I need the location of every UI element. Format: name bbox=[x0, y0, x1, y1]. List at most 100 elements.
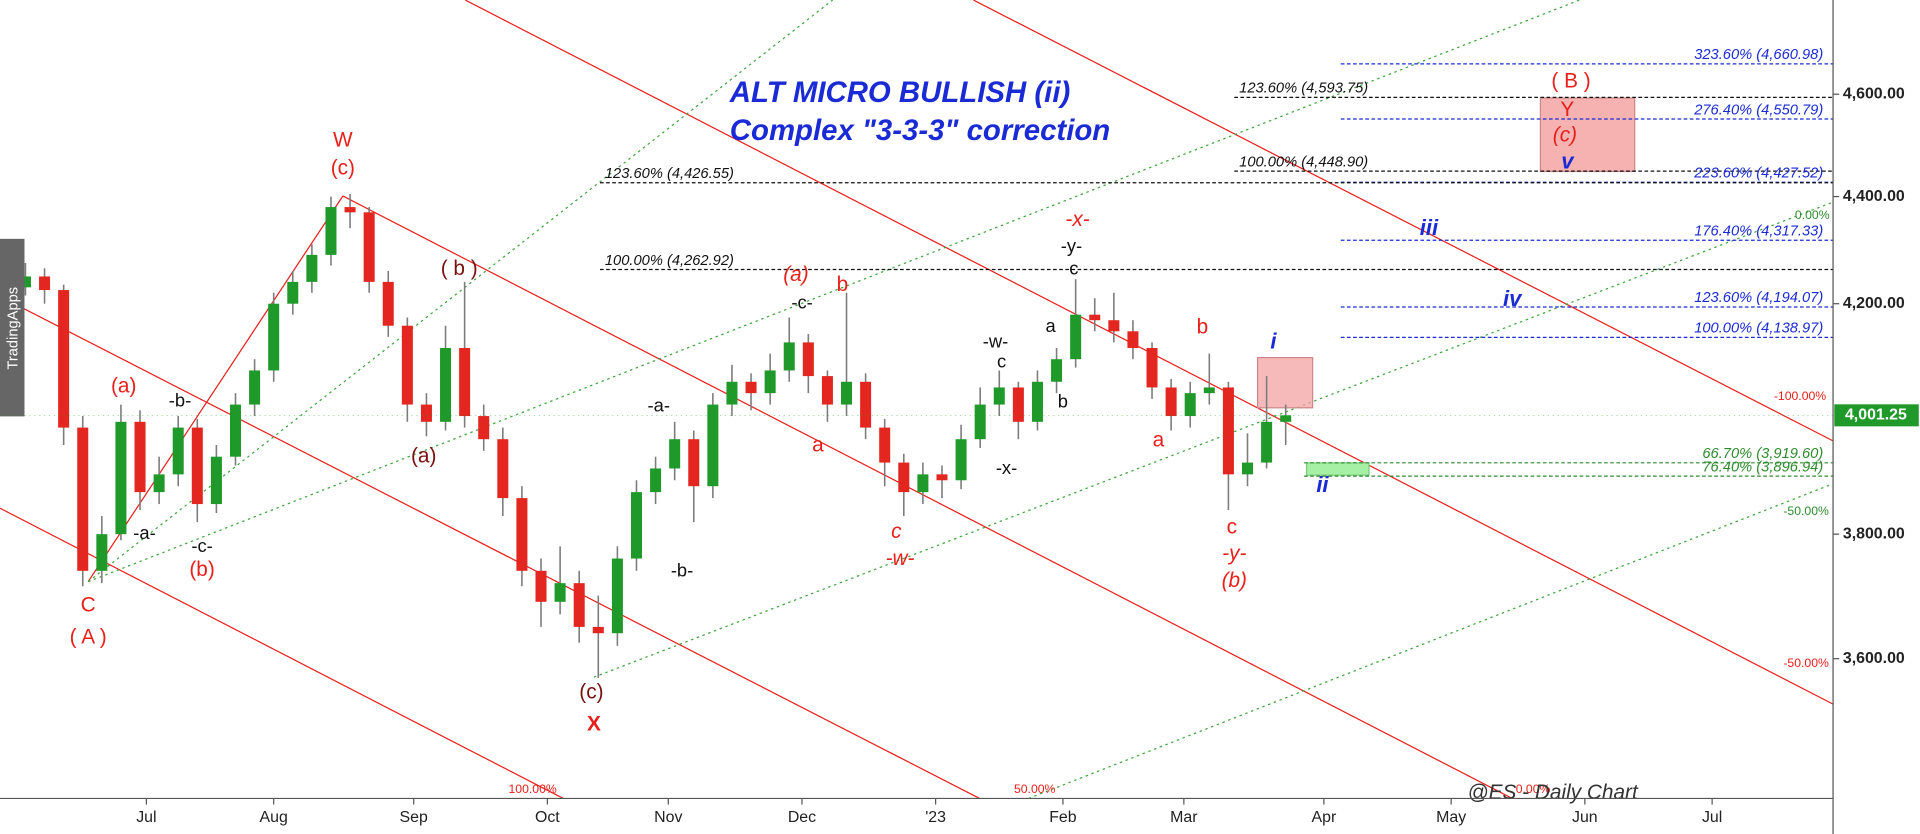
x-tick-label: Jul bbox=[136, 809, 156, 826]
wave-label: W bbox=[333, 128, 353, 151]
wave-label: ( b ) bbox=[441, 257, 478, 280]
candle-body bbox=[841, 381, 853, 405]
candle-body bbox=[1031, 381, 1043, 422]
candle-body bbox=[707, 404, 719, 487]
x-tick-label: Oct bbox=[535, 809, 560, 826]
y-tick-label: 4,200.00 bbox=[1843, 295, 1905, 312]
y-tick-label: 3,600.00 bbox=[1843, 650, 1905, 667]
wave-label: (c) bbox=[1553, 123, 1577, 146]
wave-label: ii bbox=[1316, 472, 1329, 497]
wave-label: c bbox=[1069, 257, 1078, 278]
candle-body bbox=[1165, 387, 1177, 417]
candle-body bbox=[936, 474, 948, 481]
watermark: TradingApps bbox=[5, 287, 21, 370]
candle-body bbox=[1203, 387, 1215, 394]
wave-label: b bbox=[837, 273, 849, 296]
wave-label: c bbox=[891, 520, 902, 543]
chart-subtitle: Complex "3-3-3" correction bbox=[730, 114, 1110, 147]
channel-line bbox=[87, 0, 834, 583]
candle-body bbox=[764, 370, 776, 394]
wave-label: -c- bbox=[191, 535, 212, 556]
candle-body bbox=[955, 439, 967, 481]
candle-body bbox=[1108, 320, 1120, 332]
x-tick-label: Dec bbox=[788, 809, 816, 826]
trend-line bbox=[87, 195, 344, 583]
candle-body bbox=[917, 474, 929, 493]
candle-body bbox=[497, 439, 509, 499]
channel-line bbox=[0, 507, 564, 799]
wave-label: -x- bbox=[1065, 208, 1089, 231]
candle-body bbox=[726, 381, 738, 405]
last-price-box bbox=[1834, 404, 1919, 427]
fib-level-label: 123.60% (4,194.07) bbox=[1694, 290, 1823, 306]
candle-body bbox=[478, 416, 490, 440]
wave-label: -c- bbox=[791, 292, 812, 313]
candle-body bbox=[210, 456, 222, 505]
candle-body bbox=[535, 570, 547, 602]
candle-body bbox=[363, 212, 375, 282]
x-tick-label: Jul bbox=[1702, 809, 1722, 826]
target-box bbox=[1539, 97, 1636, 173]
candles bbox=[0, 193, 1292, 678]
candle-body bbox=[306, 254, 318, 282]
candle-body bbox=[879, 427, 891, 463]
candle-body bbox=[821, 376, 833, 405]
candle-body bbox=[96, 534, 108, 571]
wave-label: (a) bbox=[111, 375, 136, 398]
fib-level-label: 276.40% (4,550.79) bbox=[1693, 102, 1823, 118]
candle-body bbox=[382, 281, 394, 326]
candle-body bbox=[19, 276, 31, 288]
fib-levels: 323.60% (4,660.98) 123.60% (4,593.75) 276.… bbox=[600, 47, 1834, 477]
wave-label: b bbox=[1058, 391, 1068, 412]
candle-body bbox=[77, 427, 89, 571]
wave-label: a bbox=[1046, 315, 1057, 336]
candle-body bbox=[802, 342, 814, 377]
fib-level-label: 323.60% (4,660.98) bbox=[1694, 47, 1823, 63]
wave-label: Y bbox=[1560, 98, 1574, 121]
drawings bbox=[0, 0, 1834, 799]
wave-label: -w- bbox=[886, 547, 915, 570]
last-price-label: 4,001.25 bbox=[1845, 407, 1907, 424]
wave-label: ( A ) bbox=[70, 626, 107, 649]
wave-label: -w- bbox=[983, 331, 1009, 352]
candle-body bbox=[153, 474, 165, 493]
channel-line bbox=[973, 0, 1834, 442]
candle-body bbox=[1070, 314, 1082, 360]
candle-body bbox=[898, 462, 910, 493]
candle-body bbox=[249, 370, 261, 405]
candle-body bbox=[459, 347, 471, 417]
wave-label: iv bbox=[1503, 286, 1523, 311]
wave-label: ( B ) bbox=[1551, 70, 1590, 93]
candle-body bbox=[172, 427, 184, 475]
wave-label: i bbox=[1270, 329, 1277, 354]
channel-line bbox=[0, 295, 980, 799]
candle-body bbox=[268, 303, 280, 371]
wave-label: -b- bbox=[169, 390, 191, 411]
fib-level-label: 100.00% (4,448.90) bbox=[1239, 154, 1368, 170]
candle-body bbox=[592, 626, 604, 634]
x-tick-label: Feb bbox=[1049, 809, 1077, 826]
wave-label: b bbox=[1197, 316, 1209, 339]
wave-label: (c) bbox=[331, 157, 355, 180]
wave-label: a bbox=[1153, 428, 1165, 451]
fib-level-label: 123.60% (4,593.75) bbox=[1239, 81, 1368, 97]
candle-body bbox=[1127, 331, 1139, 348]
channel-label: -50.00% bbox=[1783, 656, 1829, 670]
wave-label: -a- bbox=[648, 394, 670, 415]
fib-level-label: 176.40% (4,317.33) bbox=[1694, 224, 1823, 240]
candle-body bbox=[1051, 359, 1063, 382]
channel-label: 50.00% bbox=[1014, 782, 1056, 796]
candle-body bbox=[783, 342, 795, 371]
channel-line bbox=[593, 201, 1834, 678]
wave-label: (a) bbox=[783, 263, 808, 286]
y-tick-label: 4,600.00 bbox=[1843, 85, 1905, 102]
candle-body bbox=[134, 421, 146, 493]
candle-body bbox=[745, 381, 757, 394]
candle-body bbox=[1261, 421, 1273, 463]
wave-label: (b) bbox=[1222, 569, 1247, 592]
candle-body bbox=[993, 387, 1005, 405]
candle-body bbox=[229, 404, 242, 457]
candle-body bbox=[325, 207, 337, 255]
